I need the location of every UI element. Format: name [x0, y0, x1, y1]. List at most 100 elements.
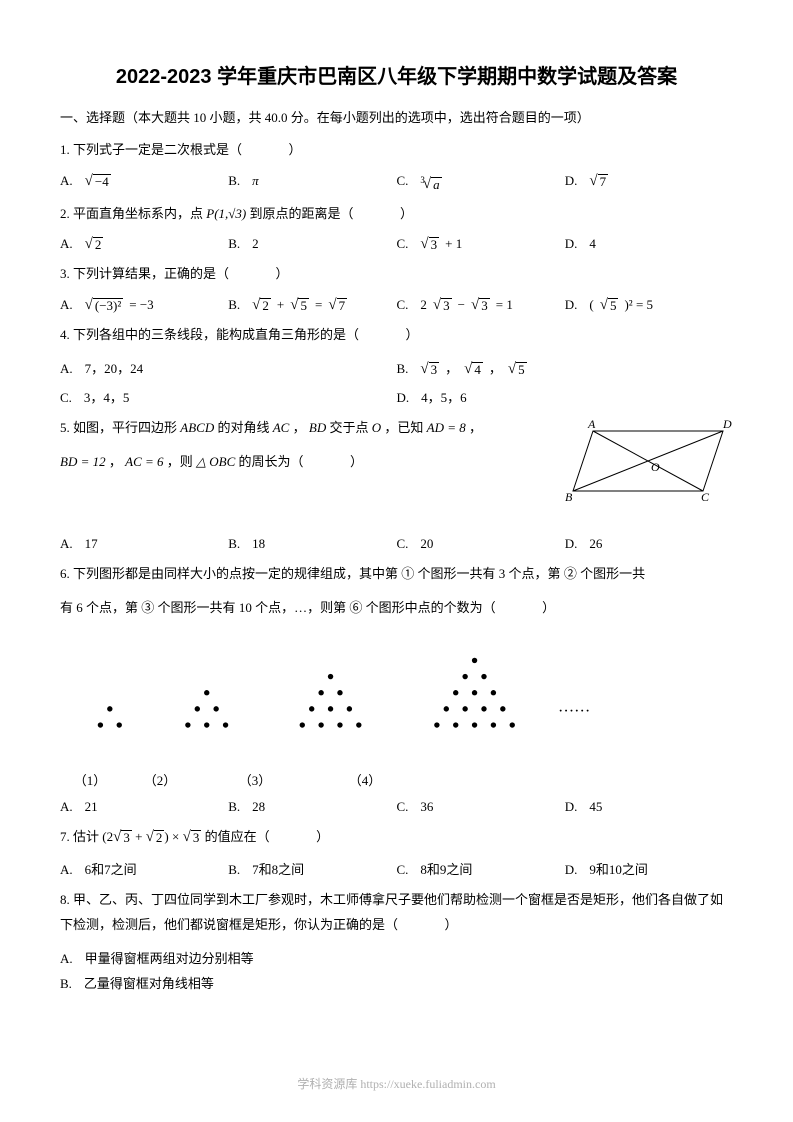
q5-t4: ，已知	[384, 420, 423, 435]
q4-d: 4，5，6	[421, 387, 467, 406]
q5-b-label: B.	[228, 536, 240, 552]
q5-b: 18	[252, 536, 265, 552]
q6-c-label: C.	[397, 799, 409, 815]
q5-t7: ，则	[167, 454, 193, 469]
page-title: 2022-2023 学年重庆市巴南区八年级下学期期中数学试题及答案	[60, 60, 733, 89]
q7-num: 7.	[60, 829, 70, 844]
q3-c-s2: 3	[479, 298, 490, 312]
q1-c: a	[431, 177, 442, 191]
q4-d-label: D.	[397, 390, 410, 406]
q8-close: ）	[445, 917, 458, 932]
label-c: C	[701, 490, 710, 504]
q5-t6: ，	[109, 454, 122, 469]
q3-c-label: C.	[397, 297, 409, 313]
q6-d-label: D.	[565, 799, 578, 815]
q6-b: 28	[252, 799, 265, 815]
q1-c-idx: 3	[420, 175, 425, 185]
q5-options: A.17 B.18 C.20 D.26	[60, 536, 733, 552]
q4-a-label: A.	[60, 361, 73, 377]
question-7: 7. 估计 (2√3 + √2) × √3 的值应在（ ）	[60, 825, 733, 850]
question-6b: 有 6 个点，第 ③ 个图形一共有 10 个点，…，则第 ⑥ 个图形中点的个数为…	[60, 596, 733, 621]
q5-t5: ，	[469, 420, 482, 435]
question-1: 1. 下列式子一定是二次根式是（ ）	[60, 138, 733, 163]
q3-d-post: )² = 5	[624, 297, 653, 313]
q1-d: 7	[598, 174, 609, 188]
q6-dot-figure: ……	[60, 651, 733, 759]
question-5b: BD = 12 ， AC = 6 ，则 △ OBC 的周长为（ ）	[60, 450, 553, 475]
question-5: 5. 如图，平行四边形 ABCD 的对角线 AC ， BD 交于点 O ，已知 …	[60, 416, 553, 441]
q3-options: A.√(−3)² = −3 B.√2 + √5 = √7 C.2√3 − √3 …	[60, 297, 733, 313]
q6-t1: 下列图形都是由同样大小的点按一定的规律组成，其中第	[73, 566, 398, 581]
q2-c-plus: + 1	[445, 236, 462, 252]
q6-n2: ②	[564, 566, 577, 581]
q4-c: 3，4，5	[84, 387, 130, 406]
q2-c-label: C.	[397, 236, 409, 252]
q2-close: ）	[400, 206, 413, 221]
q6-l4: （4）	[349, 773, 382, 788]
q3-close: ）	[276, 266, 289, 281]
q3-a-sqrt: (−3)²	[93, 298, 123, 312]
q6-a-label: A.	[60, 799, 73, 815]
q5-d-label: D.	[565, 536, 578, 552]
q2-text-post: 到原点的距离是（	[250, 206, 354, 221]
q8-b: 乙量得窗框对角线相等	[84, 973, 214, 992]
q3-b-eq: =	[315, 297, 322, 313]
q4-b-sep2: ，	[489, 358, 502, 377]
q5-bd: BD	[309, 420, 326, 435]
q6-t6: 个点，第	[86, 600, 138, 615]
q5-num: 5.	[60, 420, 70, 435]
q7-s3: 3	[191, 830, 202, 844]
q7-close-expr: ) ×	[164, 829, 182, 844]
q4-options-2: C. 3，4，5 D. 4，5，6	[60, 387, 733, 406]
q1-d-label: D.	[565, 173, 578, 189]
q5-a: 17	[85, 536, 98, 552]
q7-d: 9和10之间	[589, 859, 648, 878]
label-b: B	[565, 490, 573, 504]
q5-tri: △ OBC	[196, 454, 235, 469]
q3-a-eq: = −3	[129, 297, 153, 313]
q6-v2: 6	[76, 600, 83, 615]
section-header: 一、选择题（本大题共 10 小题，共 40.0 分。在每小题列出的选项中，选出符…	[60, 107, 733, 126]
q6-l3: （3）	[239, 773, 272, 788]
q3-d-pre: (	[589, 297, 593, 313]
q7-a-label: A.	[60, 862, 73, 878]
q1-text: 下列式子一定是二次根式是（	[73, 142, 242, 157]
q3-num: 3.	[60, 266, 70, 281]
q5-t2: 的对角线	[217, 420, 269, 435]
q2-b-label: B.	[228, 236, 240, 252]
q3-d-sqrt: 5	[608, 298, 619, 312]
q4-num: 4.	[60, 327, 70, 342]
q3-b-plus: +	[277, 297, 284, 313]
q4-b-label: B.	[397, 361, 409, 377]
q6-t9: 个图形中点的个数为（	[366, 600, 496, 615]
q8-text: 甲、乙、丙、丁四位同学到木工厂参观时，木工师傅拿尺子要他们帮助检测一个窗框是否是…	[60, 892, 723, 932]
q4-b-s1: 3	[429, 362, 440, 376]
q6-options: A.21 B.28 C.36 D.45	[60, 799, 733, 815]
q3-b-label: B.	[228, 297, 240, 313]
q7-close: ）	[316, 829, 329, 844]
q4-b-s2: 4	[472, 362, 483, 376]
q1-close: ）	[289, 142, 302, 157]
q6-c: 36	[420, 799, 433, 815]
q4-close: ）	[406, 327, 419, 342]
q4-options-1: A.7，20，24 B.√3，√4，√5	[60, 358, 733, 377]
q4-b-s3: 5	[516, 362, 527, 376]
q5-d: 26	[589, 536, 602, 552]
q5-aceq: AC = 6	[125, 454, 163, 469]
q6-labels: （1） （2） （3） （4）	[60, 770, 733, 789]
q6-n3: ③	[141, 600, 154, 615]
q5-c: 20	[420, 536, 433, 552]
q8-options: A.甲量得窗框两组对边分别相等 B.乙量得窗框对角线相等	[60, 948, 733, 998]
q3-b-s1: 2	[260, 298, 271, 312]
q3-c-minus: −	[458, 297, 465, 313]
q5-abcd: ABCD	[180, 420, 214, 435]
q3-d-label: D.	[565, 297, 578, 313]
question-2: 2. 平面直角坐标系内，点 P(1,√3) 到原点的距离是（ ）	[60, 202, 733, 227]
q5-t3: 交于点	[329, 420, 368, 435]
q1-c-label: C.	[397, 173, 409, 189]
q6-num: 6.	[60, 566, 70, 581]
q4-c-label: C.	[60, 390, 72, 406]
q3-a-label: A.	[60, 297, 73, 313]
q5-bdeq: BD = 12	[60, 454, 106, 469]
q7-c-label: C.	[397, 862, 409, 878]
